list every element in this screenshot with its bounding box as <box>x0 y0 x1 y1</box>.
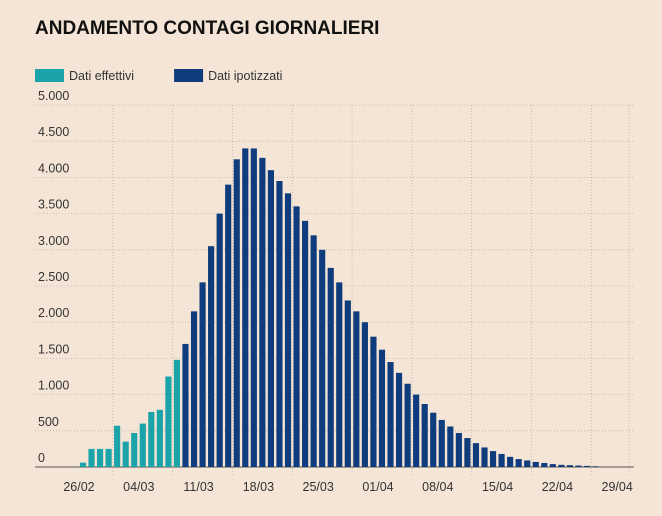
bar <box>293 206 300 468</box>
bar <box>404 383 411 467</box>
bar <box>173 359 181 467</box>
bar <box>370 336 377 467</box>
legend-label: Dati ipotizzati <box>208 69 282 83</box>
x-tick-label: 01/04 <box>362 480 393 494</box>
y-tick-label: 4.500 <box>38 125 69 139</box>
bar <box>464 438 471 467</box>
bar <box>267 170 274 467</box>
bar <box>242 148 249 467</box>
bar <box>208 246 215 467</box>
bar <box>105 448 112 467</box>
bar <box>131 432 138 467</box>
bar <box>88 448 95 467</box>
bar <box>327 267 334 467</box>
bar <box>524 460 531 467</box>
y-tick-label: 0 <box>38 451 45 465</box>
bar <box>114 425 121 467</box>
y-tick-label: 2.500 <box>38 270 69 284</box>
bar <box>481 447 488 467</box>
y-tick-label: 500 <box>38 415 59 429</box>
bar <box>259 157 266 468</box>
bar <box>319 249 326 467</box>
bar <box>199 282 206 467</box>
bar <box>387 362 394 467</box>
x-tick-label: 26/02 <box>63 480 94 494</box>
x-tick-label: 18/03 <box>243 480 274 494</box>
bar <box>447 426 454 467</box>
bar <box>515 459 522 467</box>
bar <box>79 462 87 467</box>
legend-swatch <box>35 69 64 82</box>
x-tick-label: 22/04 <box>542 480 573 494</box>
bar <box>156 409 163 467</box>
bar <box>310 235 317 467</box>
bar <box>472 443 480 467</box>
bar <box>566 465 574 467</box>
bar <box>455 432 462 467</box>
y-tick-label: 3.000 <box>38 234 69 248</box>
bar <box>336 282 343 467</box>
x-tick-label: 04/03 <box>123 480 154 494</box>
bar <box>233 159 240 468</box>
bar <box>558 464 565 467</box>
y-tick-label: 1.000 <box>38 379 69 393</box>
x-tick-label: 29/04 <box>602 480 633 494</box>
bar <box>96 448 104 467</box>
bar <box>139 423 146 467</box>
bar <box>378 349 386 467</box>
bar <box>361 322 368 467</box>
bar <box>302 220 309 467</box>
bar <box>225 184 232 467</box>
chart-title: ANDAMENTO CONTAGI GIORNALIERI <box>35 18 379 39</box>
bar <box>190 311 198 467</box>
bar <box>413 394 420 467</box>
bar <box>250 148 257 467</box>
bar <box>541 463 548 467</box>
bar <box>165 376 172 467</box>
bar <box>284 193 292 467</box>
bar <box>498 453 505 467</box>
legend-swatch <box>174 69 204 82</box>
bar <box>353 311 360 467</box>
y-tick-label: 2.000 <box>38 306 69 320</box>
bar <box>507 456 514 467</box>
bar <box>421 404 428 467</box>
x-tick-label: 25/03 <box>303 480 334 494</box>
bar <box>430 412 437 467</box>
x-tick-label: 08/04 <box>422 480 453 494</box>
y-tick-label: 3.500 <box>38 198 69 212</box>
bar <box>532 461 539 467</box>
y-tick-label: 4.000 <box>38 161 69 175</box>
bar <box>575 465 582 467</box>
bar <box>438 419 445 467</box>
bar <box>216 213 223 467</box>
bar <box>122 441 129 467</box>
legend-label: Dati effettivi <box>69 69 134 83</box>
bar <box>489 451 497 467</box>
bar <box>148 411 155 467</box>
bar <box>276 181 283 467</box>
y-tick-label: 1.500 <box>38 342 69 356</box>
x-tick-label: 15/04 <box>482 480 513 494</box>
bar <box>592 466 599 467</box>
bar <box>344 300 351 467</box>
bar <box>182 343 189 467</box>
bar <box>583 465 591 467</box>
bar <box>549 464 556 467</box>
bar <box>395 372 403 467</box>
y-tick-label: 5.000 <box>38 89 69 103</box>
x-tick-label: 11/03 <box>183 480 213 494</box>
